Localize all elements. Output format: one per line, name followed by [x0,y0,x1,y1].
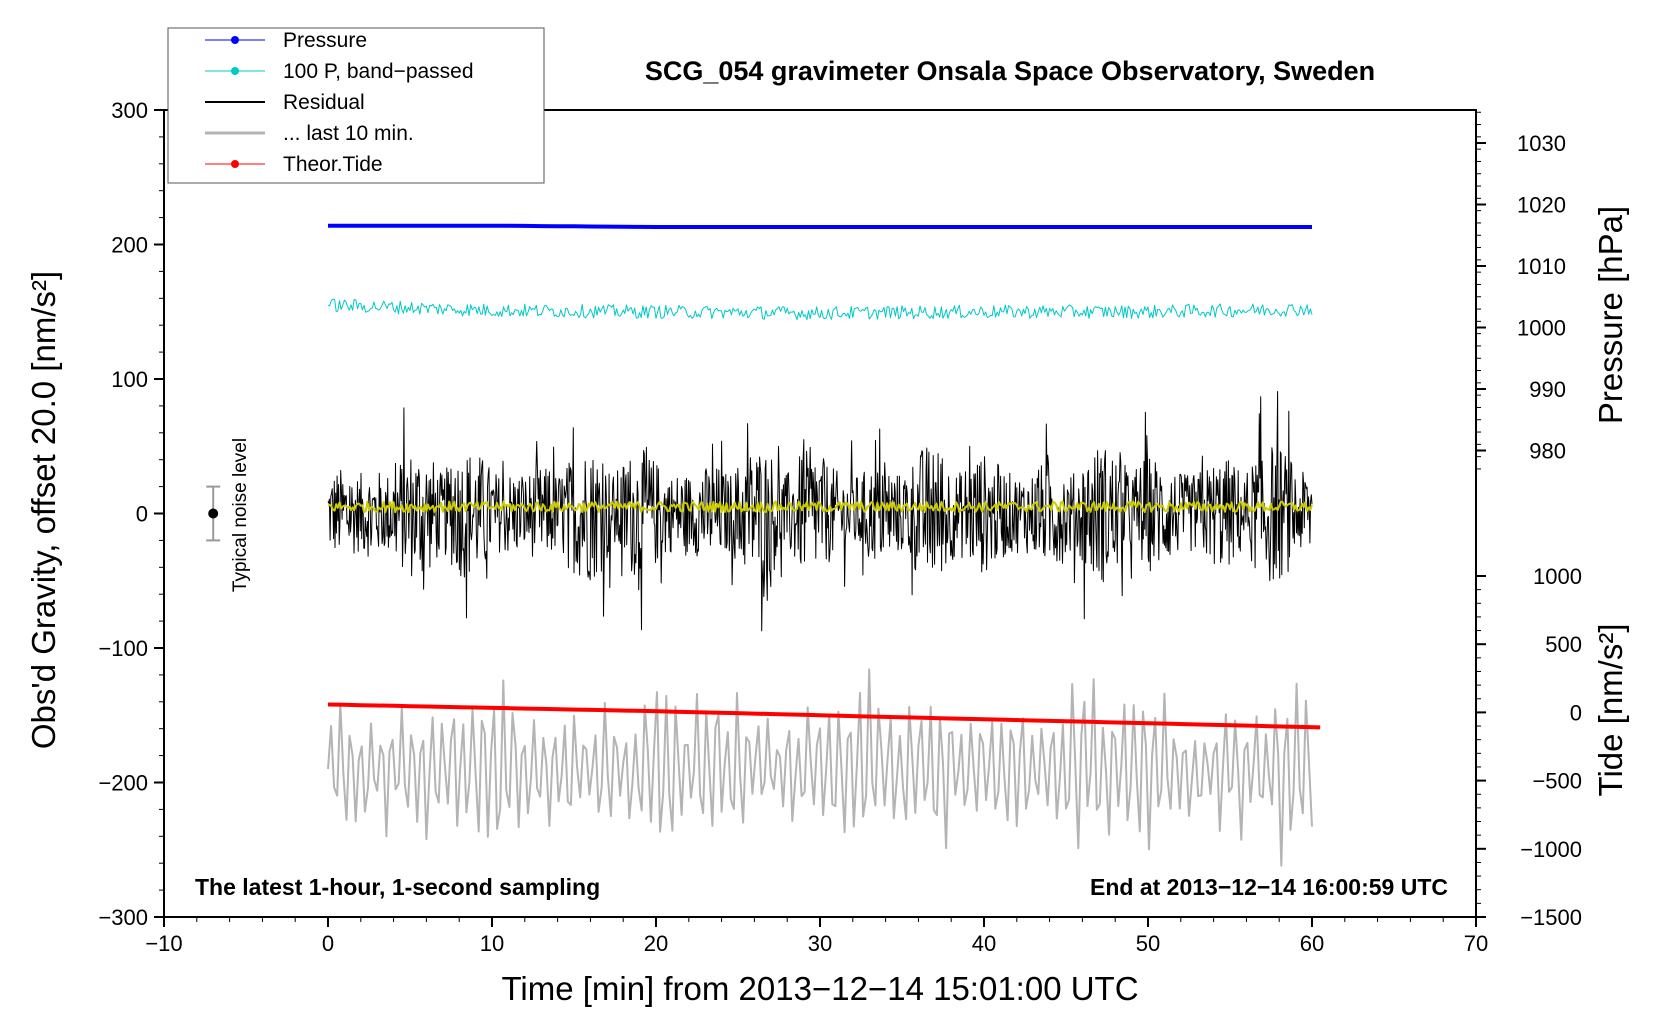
series-line-1 [327,298,1313,321]
x-tick-label: 0 [322,931,334,956]
legend-label: 100 P, band−passed [283,60,474,83]
tide-tick-label: 0 [1570,700,1582,725]
legend-swatch-dot [231,67,239,75]
pressure-tick-label: 980 [1529,439,1566,464]
y-tick-label: 0 [136,502,148,527]
y-tick-label: −200 [98,771,148,796]
x-tick-label: 10 [480,931,504,956]
noise-dot [208,508,219,519]
legend-label: Theor.Tide [283,153,383,176]
noise-level-label: Typical noise level [230,438,251,592]
legend-label: ... last 10 min. [283,122,414,145]
x-tick-label: 70 [1464,931,1488,956]
y-tick-label: 100 [111,367,148,392]
tide-tick-label: −1500 [1520,905,1582,930]
y-tick-label: −300 [98,905,148,930]
pressure-tick-label: 1030 [1517,131,1566,156]
pressure-tick-label: 1020 [1517,193,1566,218]
y-tick-label: 300 [111,98,148,123]
legend: Pressure 100 P, band−passed Residual ... la… [167,27,545,184]
series-line-0 [328,223,1312,229]
plot-frame [163,109,1477,918]
x-tick-label: 50 [1136,931,1160,956]
chart-title: SCG_054 gravimeter Onsala Space Observat… [645,56,1375,86]
ticks-layer: −10 0 10 20 30 40 50 60 703002001000−100−200−300… [98,98,1582,956]
legend-swatch-dot [231,160,239,168]
y-tick-label: −100 [98,636,148,661]
legend-box [167,27,545,184]
legend-swatch-dot [231,36,239,44]
x-tick-label: 60 [1300,931,1324,956]
x-tick-label: −10 [145,931,182,956]
pressure-tick-label: 1010 [1517,254,1566,279]
x-tick-label: 30 [808,931,832,956]
tide-tick-label: 1000 [1533,564,1582,589]
pressure-tick-label: 1000 [1517,316,1566,341]
y-tick-label: 200 [111,233,148,258]
note-end-time: End at 2013−12−14 16:00:59 UTC [1090,874,1448,900]
pressure-tick-label: 990 [1529,377,1566,402]
noise-level-marker [206,485,221,542]
series-line-3 [327,500,1313,514]
note-sampling: The latest 1-hour, 1-second sampling [195,874,600,900]
series-line-2 [327,391,1313,632]
y-axis-title-pressure: Pressure [hPa] [1592,206,1629,424]
x-tick-label: 40 [972,931,996,956]
legend-items: Pressure 100 P, band−passed Residual ... la… [205,29,474,176]
x-axis-title: Time [min] from 2013−12−14 15:01:00 UTC [501,970,1138,1007]
tide-tick-label: −500 [1532,769,1582,794]
tide-tick-label: 500 [1545,632,1582,657]
x-tick-label: 20 [644,931,668,956]
tide-tick-label: −1000 [1520,837,1582,862]
legend-label: Residual [283,91,365,114]
series-line-5 [327,702,1321,730]
y-axis-title-left: Obs'd Gravity, offset 20.0 [nm/s²] [25,271,62,749]
y-axis-title-tide: Tide [nm/s²] [1592,624,1629,797]
series-line-4 [327,668,1313,867]
series-layer [327,223,1321,867]
legend-label: Pressure [283,29,367,52]
